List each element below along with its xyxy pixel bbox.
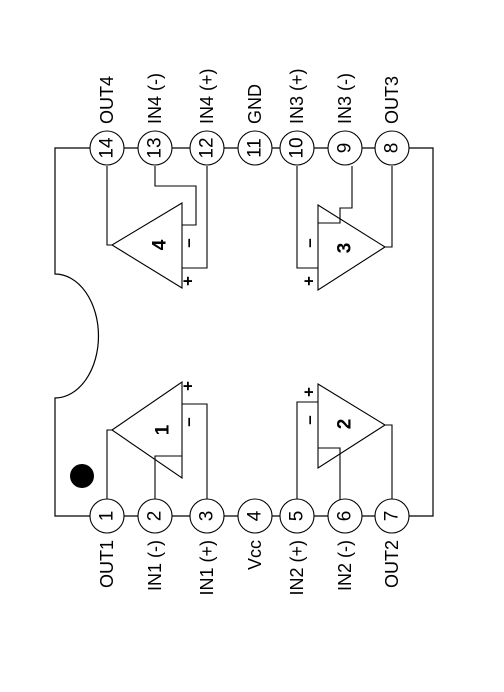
amplifier-1: 1 + – <box>106 380 208 503</box>
pin-1-number: 1 <box>97 511 118 522</box>
pin-5-label: IN2 (+) <box>287 540 307 596</box>
pin-7-circle <box>374 498 410 534</box>
amplifier-2-triangle <box>317 383 387 470</box>
amplifier-1-plus-sign: + <box>179 381 198 391</box>
amplifier-4: 4 + – <box>106 166 208 289</box>
amplifier-2-inverting-wire <box>318 447 341 503</box>
amplifier-3-plus-sign: + <box>300 276 319 286</box>
pin-10-circle <box>279 130 315 166</box>
pin-12-number: 12 <box>197 137 218 158</box>
pin-3-circle <box>189 498 225 534</box>
amplifier-1-number: 1 <box>153 424 174 435</box>
pin-4-circle <box>237 498 273 534</box>
amplifier-2-plus-sign: + <box>300 387 319 397</box>
amplifier-3-number: 3 <box>335 243 356 254</box>
pin-6-label: IN2 (-) <box>335 540 355 591</box>
amplifier-4-minus-sign: – <box>179 238 198 247</box>
amplifier-2-noninverting-wire <box>296 401 318 503</box>
pin-7-number: 7 <box>382 511 403 522</box>
amplifier-1-output-wire <box>106 429 112 503</box>
pin-12-label: IN4 (+) <box>197 68 217 124</box>
pin-8-number: 8 <box>382 143 403 154</box>
pin-5-circle <box>279 498 315 534</box>
pin-13-label: IN4 (-) <box>145 73 165 124</box>
amplifier-3-triangle <box>317 204 387 292</box>
amplifier-3: 3 + – <box>296 166 393 292</box>
amplifier-2: 2 + – <box>296 383 393 503</box>
amplifier-3-minus-sign: – <box>300 238 319 247</box>
amplifier-1-inverting-wire <box>154 455 182 503</box>
amplifier-4-plus-sign: + <box>179 276 198 286</box>
pin-1-label: OUT1 <box>97 540 117 588</box>
pin1-marker-dot <box>70 464 94 488</box>
pin-2-circle <box>137 498 173 534</box>
pin-9-label: IN3 (-) <box>335 73 355 124</box>
amplifier-4-triangle <box>110 202 183 289</box>
pin-7-label: OUT2 <box>382 540 402 588</box>
package-body-outline <box>54 147 434 517</box>
pin-3-number: 3 <box>197 511 218 522</box>
pin-6-number: 6 <box>335 511 356 522</box>
pin-9-circle <box>327 130 363 166</box>
pin-10-label: IN3 (+) <box>287 68 307 124</box>
amplifier-1-noninverting-wire <box>182 403 208 503</box>
pin-4-number: 4 <box>245 510 266 521</box>
amplifier-1-triangle <box>111 380 183 480</box>
amplifier-4-inverting-wire <box>154 166 197 226</box>
pins-layer: 1 OUT1 2 IN1 (-) 3 IN1 (+) 4 Vcc 5 IN2 (+) 6 IN2 (-… <box>89 68 410 596</box>
pin-10-number: 10 <box>287 137 308 158</box>
pin-11-label: GND <box>245 84 265 124</box>
pin-2-number: 2 <box>145 511 166 522</box>
pin-2-label: IN1 (-) <box>145 540 165 591</box>
pin-14-circle <box>89 130 125 166</box>
pin-1-circle <box>89 498 125 534</box>
amplifier-4-number: 4 <box>150 239 171 250</box>
pin-12-circle <box>189 130 225 166</box>
pin-8-label: OUT3 <box>382 76 402 124</box>
pin-14-label: OUT4 <box>97 76 117 124</box>
pin-13-number: 13 <box>145 137 166 158</box>
amplifier-3-noninverting-wire <box>296 166 318 269</box>
amplifier-2-number: 2 <box>335 419 356 430</box>
amplifier-2-minus-sign: – <box>300 415 319 424</box>
amplifier-1-minus-sign: – <box>179 417 198 426</box>
amplifier-2-output-wire <box>385 424 393 503</box>
pin-8-circle <box>374 130 410 166</box>
amplifier-3-inverting-wire <box>318 166 353 224</box>
amplifier-3-output-wire <box>385 166 393 248</box>
pin-13-circle <box>137 130 173 166</box>
pin-11-circle <box>237 130 273 166</box>
pin-11-number: 11 <box>245 138 266 158</box>
pin-3-label: IN1 (+) <box>197 540 217 596</box>
pin-9-number: 9 <box>335 143 356 154</box>
pin-5-number: 5 <box>287 511 308 522</box>
pin-4-label: Vcc <box>245 540 265 570</box>
amplifier-4-noninverting-wire <box>182 166 208 269</box>
pin-14-number: 14 <box>97 137 118 159</box>
amplifier-4-output-wire <box>106 166 112 246</box>
pin-6-circle <box>327 498 363 534</box>
